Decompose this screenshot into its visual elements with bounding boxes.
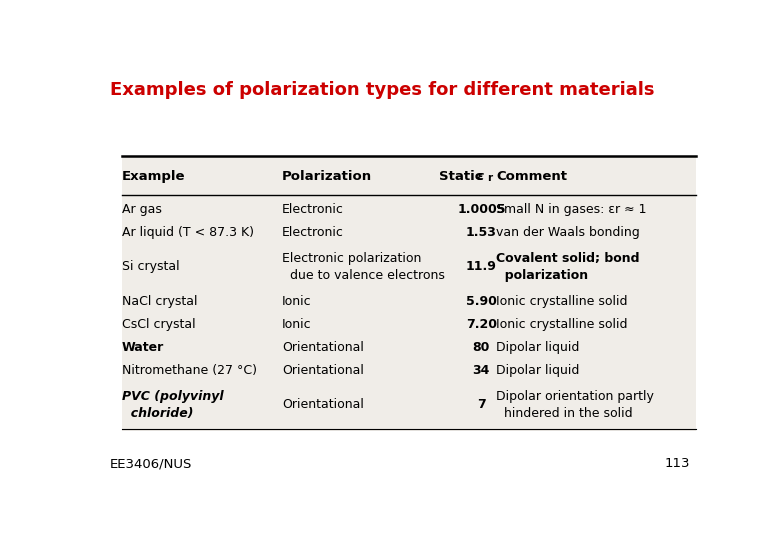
Text: Orientational: Orientational <box>282 341 363 354</box>
Text: due to valence electrons: due to valence electrons <box>282 269 445 282</box>
Text: Ar liquid (T < 87.3 K): Ar liquid (T < 87.3 K) <box>122 226 254 239</box>
Text: 113: 113 <box>665 457 690 470</box>
Text: Dipolar liquid: Dipolar liquid <box>497 364 580 377</box>
Text: r: r <box>487 173 492 183</box>
Text: hindered in the solid: hindered in the solid <box>497 407 633 420</box>
Text: Ar gas: Ar gas <box>122 203 161 216</box>
Text: Example: Example <box>122 170 185 183</box>
Text: Electronic: Electronic <box>282 203 344 216</box>
Text: Static: Static <box>439 170 488 183</box>
Text: Ionic crystalline solid: Ionic crystalline solid <box>497 318 628 331</box>
Text: Examples of polarization types for different materials: Examples of polarization types for diffe… <box>109 82 654 99</box>
Text: Si crystal: Si crystal <box>122 260 179 273</box>
Text: CsCl crystal: CsCl crystal <box>122 318 195 331</box>
Text: 1.0005: 1.0005 <box>457 203 505 216</box>
Text: Ionic: Ionic <box>282 295 311 308</box>
Text: 1.53: 1.53 <box>466 226 497 239</box>
Text: Orientational: Orientational <box>282 364 363 377</box>
Text: 80: 80 <box>473 341 490 354</box>
Text: 34: 34 <box>473 364 490 377</box>
Text: Electronic polarization: Electronic polarization <box>282 252 421 265</box>
Text: polarization: polarization <box>497 269 589 282</box>
Text: Polarization: Polarization <box>282 170 372 183</box>
FancyBboxPatch shape <box>122 156 696 431</box>
Text: Dipolar liquid: Dipolar liquid <box>497 341 580 354</box>
Text: NaCl crystal: NaCl crystal <box>122 295 197 308</box>
Text: van der Waals bonding: van der Waals bonding <box>497 226 640 239</box>
Text: Electronic: Electronic <box>282 226 344 239</box>
Text: Small N in gases: εr ≈ 1: Small N in gases: εr ≈ 1 <box>497 203 647 216</box>
Text: Water: Water <box>122 341 164 354</box>
Text: Covalent solid; bond: Covalent solid; bond <box>497 252 640 265</box>
Text: EE3406/NUS: EE3406/NUS <box>109 457 192 470</box>
Text: PVC (polyvinyl: PVC (polyvinyl <box>122 389 223 402</box>
Text: Ionic: Ionic <box>282 318 311 331</box>
Text: ε: ε <box>477 170 484 183</box>
Text: 7: 7 <box>477 399 486 411</box>
Text: Comment: Comment <box>497 170 568 183</box>
Text: Ionic crystalline solid: Ionic crystalline solid <box>497 295 628 308</box>
Text: 7.20: 7.20 <box>466 318 497 331</box>
Text: chloride): chloride) <box>122 407 193 420</box>
Text: Dipolar orientation partly: Dipolar orientation partly <box>497 389 654 402</box>
Text: 11.9: 11.9 <box>466 260 497 273</box>
Text: Nitromethane (27 °C): Nitromethane (27 °C) <box>122 364 257 377</box>
Text: 5.90: 5.90 <box>466 295 497 308</box>
Text: Orientational: Orientational <box>282 399 363 411</box>
